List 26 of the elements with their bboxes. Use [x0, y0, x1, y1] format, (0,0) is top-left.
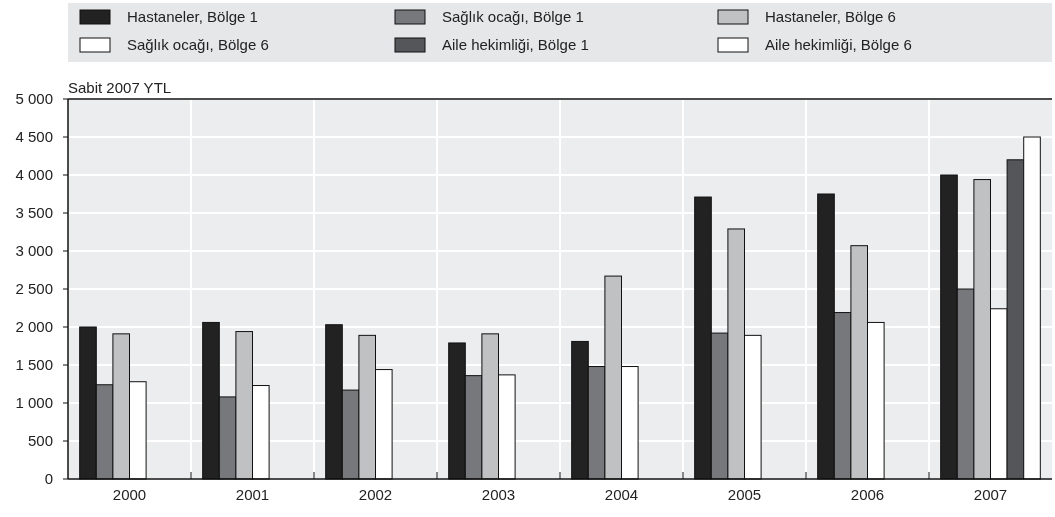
y-tick-label: 500 — [27, 432, 53, 449]
y-tick-label: 0 — [44, 470, 53, 487]
x-tick-label: 2000 — [112, 486, 147, 503]
x-tick-label: 2007 — [973, 486, 1008, 503]
y-axis-title: Sabit 2007 YTL — [68, 79, 172, 96]
legend-label: Sağlık ocağı, Bölge 6 — [127, 36, 269, 53]
y-tick-label: 3 000 — [15, 242, 53, 259]
y-tick-label: 1 000 — [15, 394, 53, 411]
legend-label: Hastaneler, Bölge 1 — [127, 8, 258, 25]
x-tick-label: 2001 — [235, 486, 270, 503]
y-tick-label: 5 000 — [15, 90, 53, 107]
y-tick-label: 2 000 — [15, 318, 53, 335]
x-tick-label: 2003 — [481, 486, 516, 503]
legend-label: Aile hekimliği, Bölge 1 — [442, 36, 589, 53]
legend-label: Aile hekimliği, Bölge 6 — [765, 36, 912, 53]
x-tick-label: 2004 — [604, 486, 639, 503]
y-tick-label: 1 500 — [15, 356, 53, 373]
y-tick-label: 2 500 — [15, 280, 53, 297]
x-tick-label: 2002 — [358, 486, 393, 503]
y-tick-label: 4 000 — [15, 166, 53, 183]
legend-label: Sağlık ocağı, Bölge 1 — [442, 8, 584, 25]
x-tick-label: 2006 — [850, 486, 885, 503]
legend-label: Hastaneler, Bölge 6 — [765, 8, 896, 25]
x-tick-label: 2005 — [727, 486, 762, 503]
y-tick-label: 4 500 — [15, 128, 53, 145]
y-tick-label: 3 500 — [15, 204, 53, 221]
